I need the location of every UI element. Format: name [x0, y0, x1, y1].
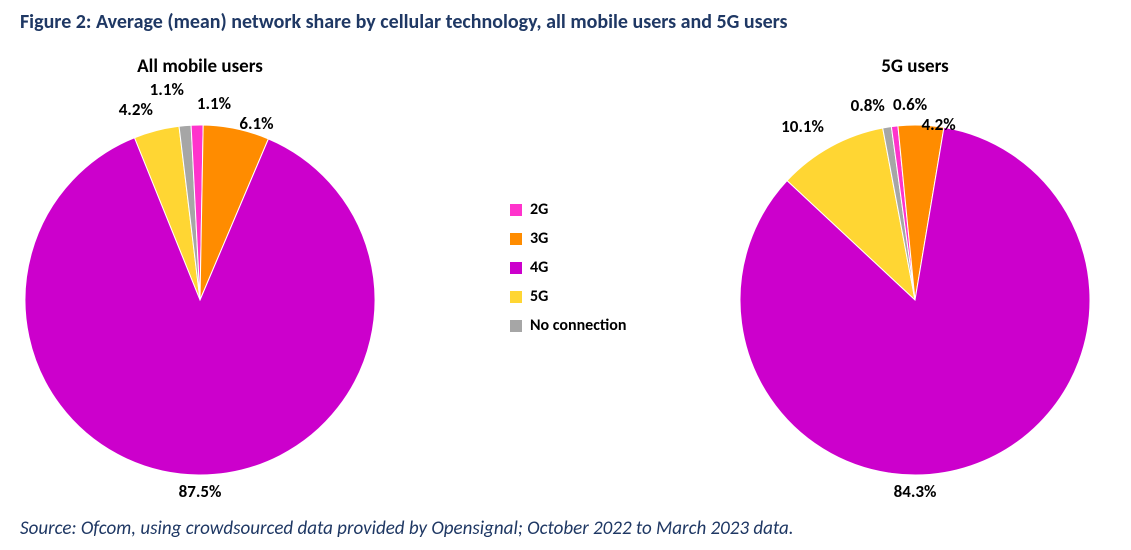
slice-label: 87.5% — [160, 481, 240, 502]
source-text: Source: Ofcom, using crowdsourced data p… — [20, 517, 794, 540]
slice-label: 1.1% — [114, 79, 184, 100]
subtitle-5g-users: 5G users — [795, 55, 1035, 78]
slice-label: 0.8% — [815, 95, 885, 116]
slice-label: 10.1% — [754, 116, 824, 137]
slice-label: 0.6% — [893, 94, 927, 115]
slice-label: 84.3% — [875, 481, 955, 502]
slice-label: 6.1% — [239, 113, 273, 134]
slice-label: 4.2% — [83, 99, 153, 120]
subtitle-all-mobile-users: All mobile users — [80, 55, 320, 78]
slice-label: 4.2% — [921, 114, 955, 135]
slice-label: 1.1% — [197, 93, 231, 114]
